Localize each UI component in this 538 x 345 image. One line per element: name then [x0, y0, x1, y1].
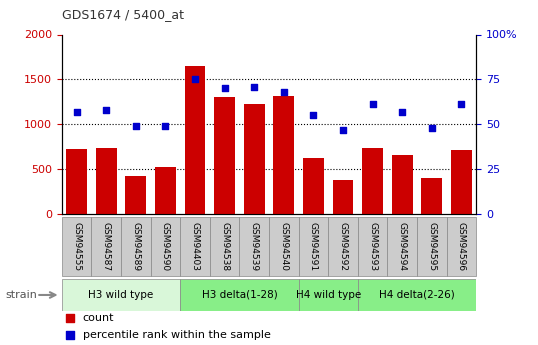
FancyBboxPatch shape — [151, 217, 180, 276]
Text: GSM94594: GSM94594 — [398, 222, 407, 271]
Bar — [392, 155, 413, 214]
Text: GSM94593: GSM94593 — [368, 222, 377, 271]
Bar — [185, 66, 206, 214]
FancyBboxPatch shape — [91, 217, 121, 276]
Point — [368, 102, 377, 107]
Text: GSM94538: GSM94538 — [220, 222, 229, 271]
Text: percentile rank within the sample: percentile rank within the sample — [83, 331, 271, 340]
Point — [102, 107, 110, 112]
Bar — [66, 149, 87, 214]
Bar — [451, 150, 472, 214]
Text: GSM94587: GSM94587 — [102, 222, 111, 271]
Bar — [155, 167, 176, 214]
Point — [340, 267, 349, 272]
Bar — [362, 148, 383, 214]
Bar — [303, 158, 324, 214]
Point — [457, 102, 465, 107]
FancyBboxPatch shape — [328, 217, 358, 276]
Bar — [273, 96, 294, 214]
Text: count: count — [83, 313, 114, 323]
Text: GSM94589: GSM94589 — [131, 222, 140, 271]
FancyBboxPatch shape — [447, 217, 476, 276]
Point — [250, 84, 258, 89]
Point — [190, 77, 199, 82]
Text: GSM94539: GSM94539 — [250, 222, 259, 271]
Point — [72, 109, 81, 115]
Text: GSM94592: GSM94592 — [338, 222, 348, 271]
Point — [309, 112, 317, 118]
Point — [338, 127, 347, 132]
FancyBboxPatch shape — [387, 217, 417, 276]
Text: GSM94590: GSM94590 — [161, 222, 170, 271]
Point — [279, 89, 288, 95]
Point — [340, 111, 349, 117]
Bar — [214, 97, 235, 214]
FancyBboxPatch shape — [417, 217, 447, 276]
Point — [220, 86, 229, 91]
Text: GSM94403: GSM94403 — [190, 222, 200, 271]
FancyBboxPatch shape — [121, 217, 151, 276]
FancyBboxPatch shape — [180, 217, 210, 276]
Text: GSM94595: GSM94595 — [427, 222, 436, 271]
Point — [427, 125, 436, 130]
FancyBboxPatch shape — [210, 217, 239, 276]
Text: GSM94591: GSM94591 — [309, 222, 318, 271]
FancyBboxPatch shape — [358, 217, 387, 276]
FancyBboxPatch shape — [299, 217, 328, 276]
Bar — [244, 105, 265, 214]
Point — [131, 123, 140, 129]
Text: H4 delta(2-26): H4 delta(2-26) — [379, 290, 455, 300]
Text: H4 wild type: H4 wild type — [295, 290, 361, 300]
Text: GSM94540: GSM94540 — [279, 222, 288, 271]
Bar — [125, 176, 146, 214]
FancyBboxPatch shape — [180, 279, 299, 311]
Bar — [96, 148, 117, 214]
Text: H3 delta(1-28): H3 delta(1-28) — [202, 290, 277, 300]
Point — [161, 123, 169, 129]
Text: GDS1674 / 5400_at: GDS1674 / 5400_at — [62, 8, 184, 21]
Text: GSM94596: GSM94596 — [457, 222, 466, 271]
Text: strain: strain — [5, 290, 37, 300]
FancyBboxPatch shape — [269, 217, 299, 276]
FancyBboxPatch shape — [62, 279, 180, 311]
Point — [398, 109, 406, 115]
Text: GSM94555: GSM94555 — [72, 222, 81, 271]
FancyBboxPatch shape — [239, 217, 269, 276]
Text: H3 wild type: H3 wild type — [88, 290, 154, 300]
FancyBboxPatch shape — [299, 279, 358, 311]
FancyBboxPatch shape — [62, 217, 91, 276]
Bar — [421, 178, 442, 214]
FancyBboxPatch shape — [358, 279, 476, 311]
Bar — [332, 180, 353, 214]
